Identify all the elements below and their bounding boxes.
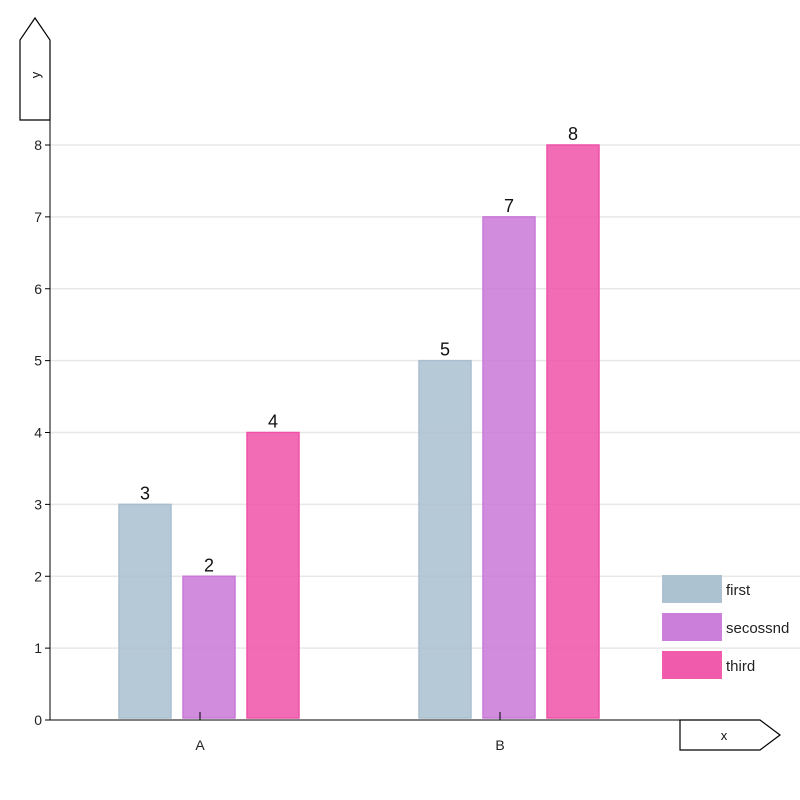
x-tick-label: B [495,737,504,753]
data-label: 7 [504,196,514,216]
x-axis-title-box: x [679,719,781,751]
bar-third-B [546,144,600,719]
legend-swatch-first [662,575,722,603]
x-tick-label: A [195,737,205,753]
y-tick-label: 6 [34,281,42,297]
legend-label-first: first [726,582,751,599]
legend-label-third: third [726,658,755,675]
y-tick-label: 2 [34,568,42,584]
y-tick-label: 8 [34,137,42,153]
y-tick-label: 7 [34,209,42,225]
y-tick-label: 0 [34,712,42,728]
legend-swatch-third [662,651,722,679]
bars: 3 2 4 5 7 8 [118,124,600,719]
y-tick-label: 3 [34,496,42,512]
bar-third-A [246,431,300,719]
data-label: 4 [268,412,278,432]
x-axis-title: x [721,728,728,743]
bar-secossnd-B [482,216,536,719]
data-label: 8 [568,124,578,144]
legend-swatch-secossnd [662,613,722,641]
y-tick-label: 1 [34,640,42,656]
y-axis-title: y [28,71,43,78]
data-label: 5 [440,340,450,360]
legend-label-secossnd: secossnd [726,620,789,637]
data-label: 3 [140,483,150,503]
y-tick-label: 4 [34,425,42,441]
bar-secossnd-A [182,575,236,719]
bar-first-B [418,359,472,719]
y-tick-label: 5 [34,353,42,369]
y-axis-title-box: y [19,16,51,121]
legend: first secossnd third [662,575,789,679]
y-axis: 0 1 2 3 4 5 6 7 8 [34,120,51,728]
bar-first-A [118,503,172,719]
data-label: 2 [204,555,214,575]
